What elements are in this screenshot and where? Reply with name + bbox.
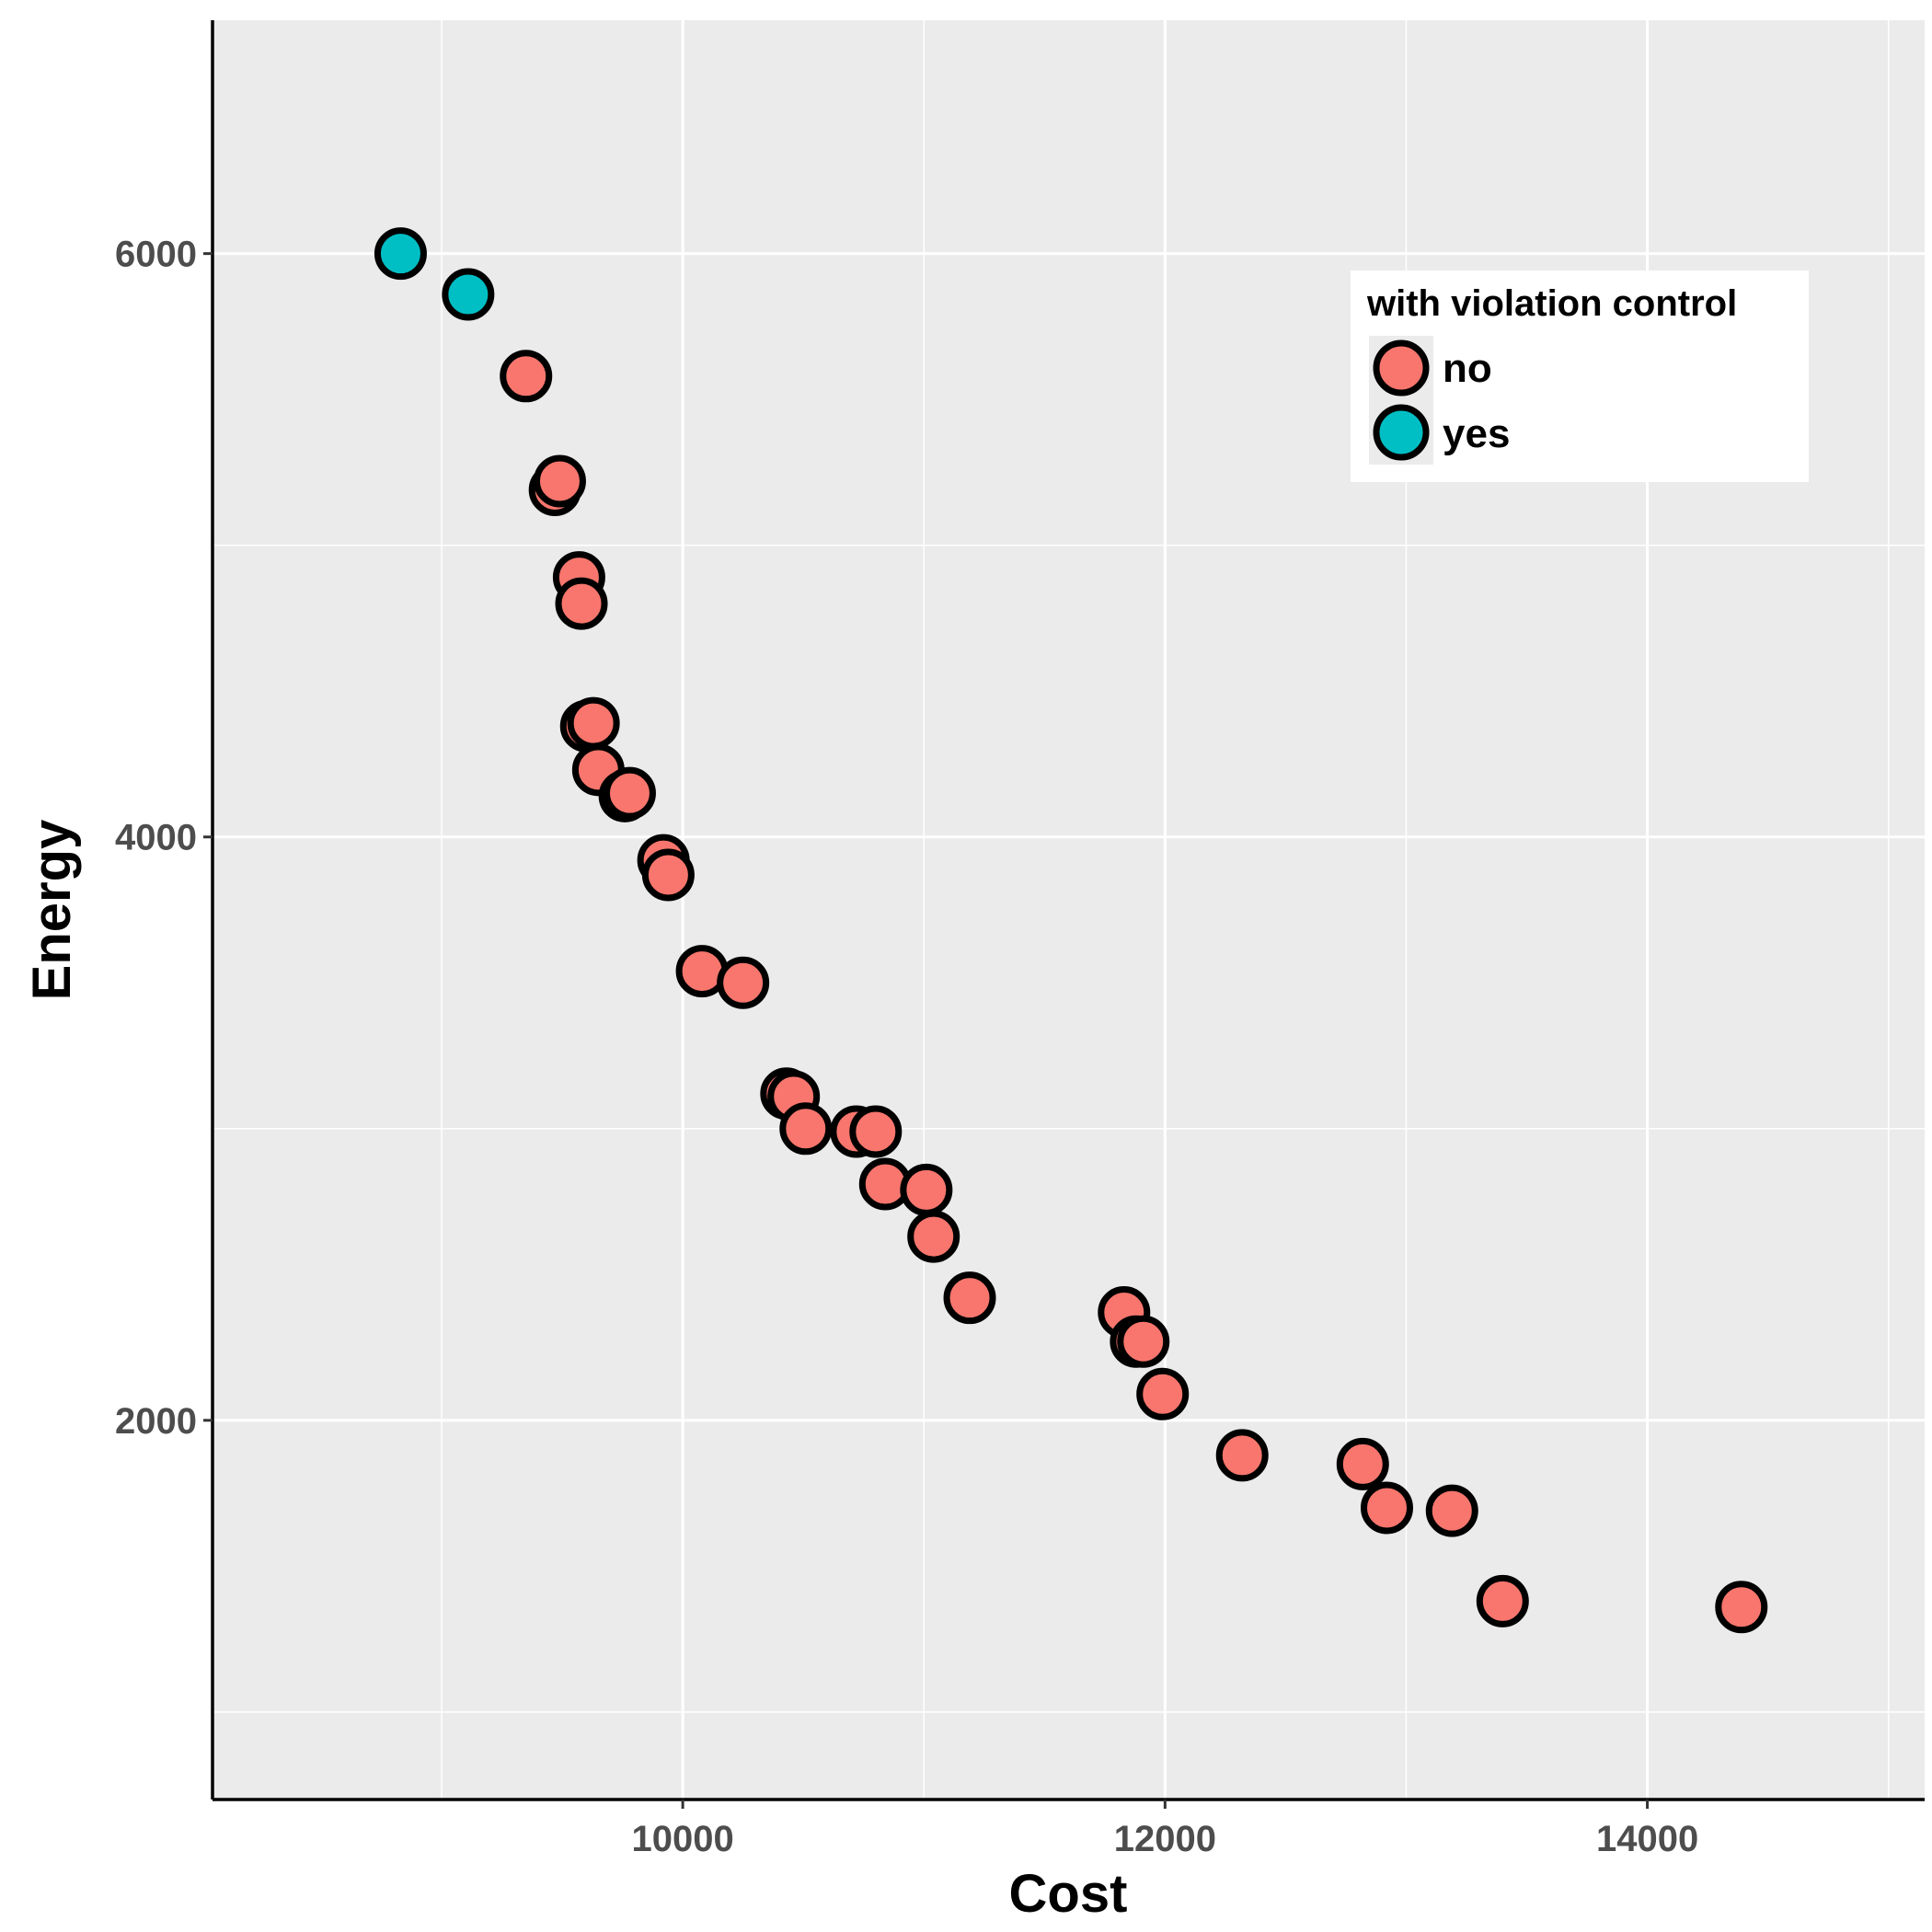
data-point-no [603,766,656,820]
data-point-no [555,577,608,630]
data-point-no [1117,1315,1170,1368]
data-point-no [533,454,586,508]
x-axis-title: Cost [1009,1864,1128,1924]
y-tick-label: 2000 [115,1401,197,1442]
legend: with violation control no yes [1351,270,1809,482]
data-point-no [567,696,620,750]
x-tick-label: 10000 [632,1819,734,1859]
y-tick-label: 4000 [115,818,197,858]
legend-key-no [1373,339,1430,397]
data-point-no [1715,1581,1768,1634]
data-point-no [907,1210,960,1263]
x-tick-label: 14000 [1596,1819,1698,1859]
data-points [374,227,1768,1634]
data-point-no [1476,1574,1529,1627]
y-axis-ticks: 2000 4000 6000 [115,235,213,1442]
data-point-no [1360,1481,1413,1535]
legend-title: with violation control [1366,283,1737,324]
data-point-no [1425,1484,1478,1537]
data-point-no [943,1271,996,1325]
y-axis-title: Energy [22,820,82,1001]
legend-label-yes: yes [1443,411,1510,456]
data-point-no [1136,1367,1190,1420]
data-point-no [717,956,770,1009]
data-point-no [1215,1429,1269,1482]
legend-key-yes [1373,404,1430,461]
data-point-no [641,848,695,902]
data-point-no [779,1102,833,1156]
x-axis-ticks: 10000 12000 14000 [632,1800,1698,1859]
data-point-no [1336,1437,1389,1490]
x-tick-label: 12000 [1114,1819,1216,1859]
data-point-yes [374,227,427,281]
data-point-yes [442,268,495,321]
data-point-no [849,1105,903,1158]
data-point-no [500,350,553,403]
y-tick-label: 6000 [115,235,197,275]
data-point-no [900,1163,953,1216]
legend-label-no: no [1443,346,1492,391]
